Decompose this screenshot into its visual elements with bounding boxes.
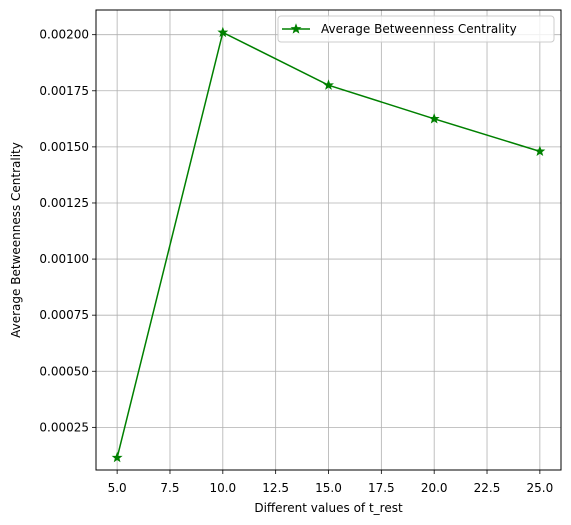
data-point-marker <box>534 145 546 157</box>
x-tick-label: 7.5 <box>160 481 179 495</box>
y-axis-label: Average Betweenness Centrality <box>9 142 23 338</box>
data-point-marker <box>428 113 440 124</box>
x-tick-label: 20.0 <box>421 481 448 495</box>
legend-label: Average Betweenness Centrality <box>321 22 517 36</box>
y-tick-label: 0.00100 <box>39 252 89 266</box>
series-layer <box>111 26 546 463</box>
x-axis-label: Different values of t_rest <box>254 501 403 515</box>
grid-lines <box>96 10 561 470</box>
x-tick-label: 10.0 <box>209 481 236 495</box>
x-tick-label: 25.0 <box>527 481 554 495</box>
x-tick-label: 17.5 <box>368 481 395 495</box>
y-tick-label: 0.00175 <box>39 84 89 98</box>
x-tick-label: 22.5 <box>474 481 501 495</box>
legend: Average Betweenness Centrality <box>277 15 555 43</box>
y-tick-label: 0.00200 <box>39 28 89 42</box>
x-tick-label: 12.5 <box>262 481 289 495</box>
axis-ticks: 5.0 7.5 10.0 12.5 15.0 17.5 20.0 22.5 25.0 0.0002… <box>39 28 553 495</box>
legend-star-marker <box>290 23 302 34</box>
y-tick-label: 0.00125 <box>39 196 89 210</box>
data-point-marker <box>217 26 229 38</box>
y-tick-label: 0.00025 <box>39 420 89 434</box>
y-tick-label: 0.00150 <box>39 140 89 154</box>
x-tick-label: 15.0 <box>315 481 342 495</box>
x-tick-label: 5.0 <box>108 481 127 495</box>
data-point-marker <box>323 79 334 90</box>
y-tick-label: 0.00075 <box>39 308 89 322</box>
legend-box <box>277 15 555 43</box>
data-point-marker <box>111 451 123 463</box>
y-tick-label: 0.00050 <box>39 364 89 378</box>
